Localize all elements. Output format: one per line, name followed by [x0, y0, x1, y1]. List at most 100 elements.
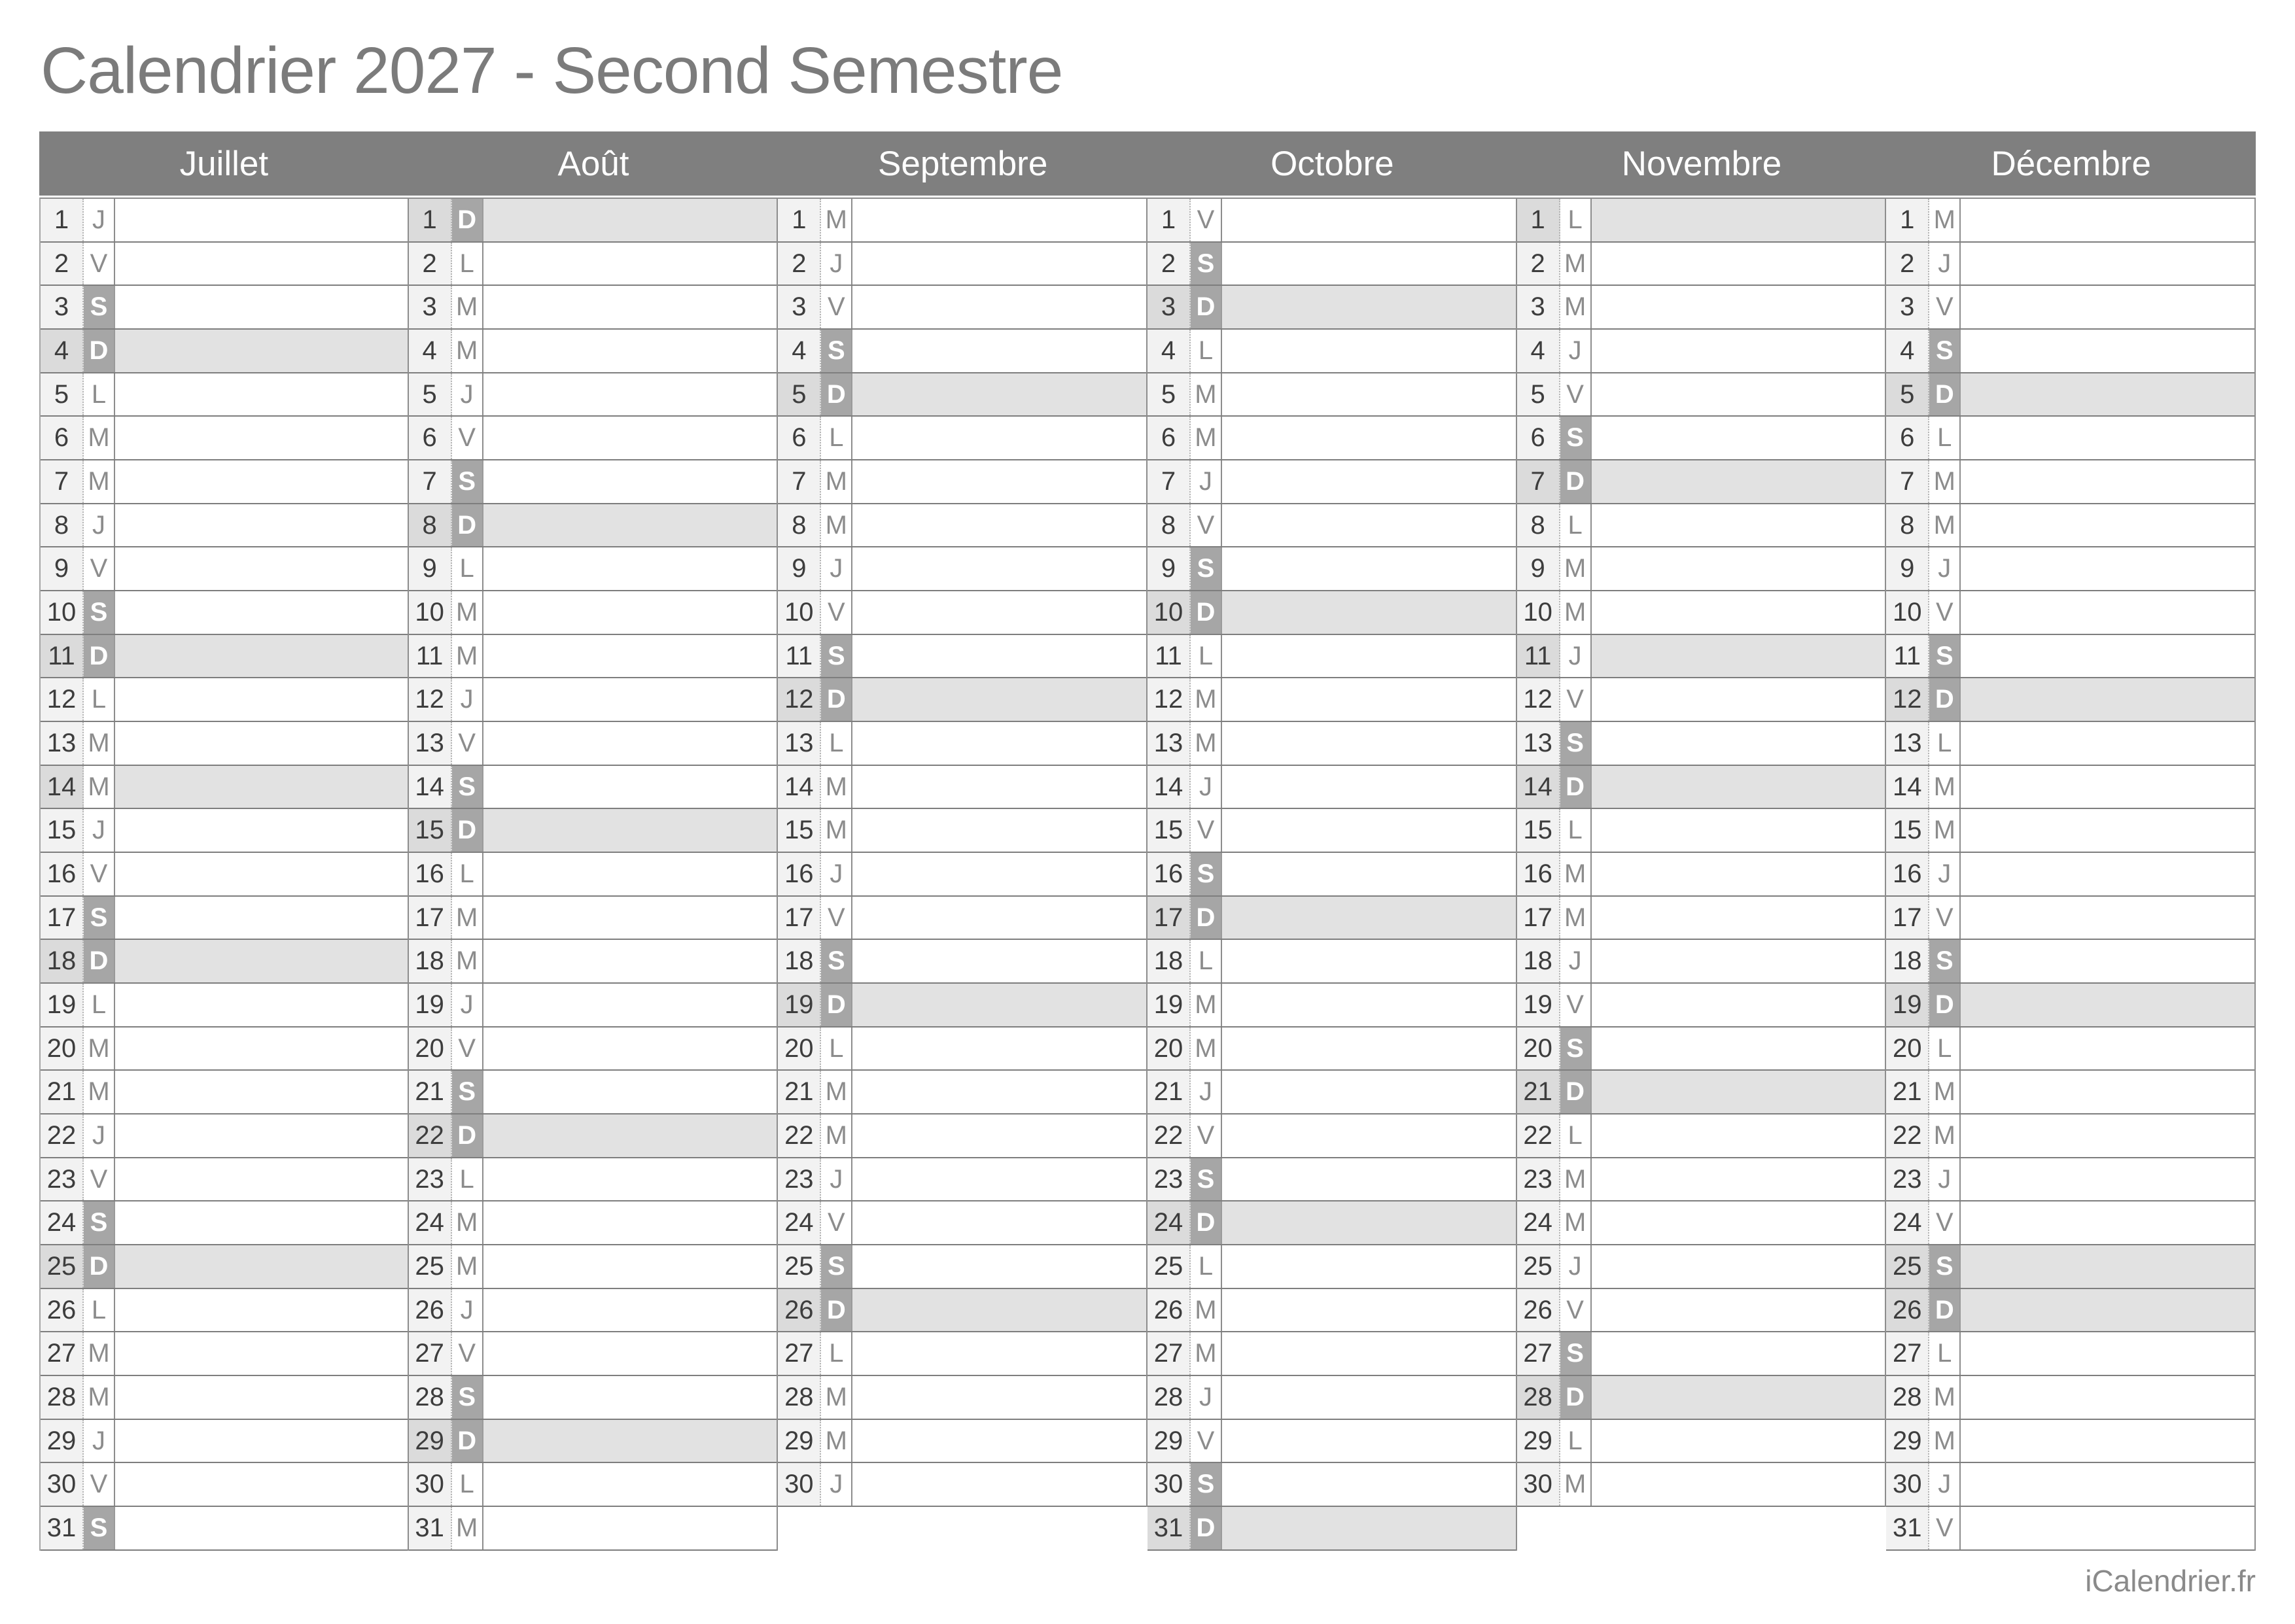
day-number: 2 — [778, 242, 822, 285]
day-row: 24 V — [778, 1201, 1146, 1246]
day-row: 16 M — [1516, 853, 1885, 897]
day-number: 4 — [778, 330, 822, 372]
day-letter: M — [1190, 984, 1222, 1026]
day-letter: L — [1929, 1027, 1961, 1070]
day-row: 10 D — [1147, 591, 1516, 635]
day-letter: M — [821, 460, 853, 503]
day-letter: J — [1560, 330, 1592, 372]
footer-brand: iCalendrier.fr — [2085, 1564, 2256, 1598]
day-number: 11 — [1147, 634, 1191, 678]
day-row: 20 S — [1516, 1027, 1885, 1071]
day-row: 15 M — [1886, 809, 2254, 854]
day-note-cell — [1591, 373, 1885, 416]
day-row: 16 V — [41, 853, 408, 897]
day-note-cell — [1221, 765, 1516, 808]
day-letter: V — [1190, 1114, 1222, 1157]
day-letter: S — [1560, 1332, 1592, 1375]
day-number: 11 — [41, 634, 84, 678]
day-row: 23 J — [1886, 1158, 2254, 1202]
month-header: Décembre — [1991, 144, 2151, 183]
day-letter: M — [451, 591, 483, 634]
day-letter: V — [1190, 1419, 1222, 1462]
day-letter: S — [821, 940, 853, 983]
day-letter: M — [1929, 199, 1961, 241]
day-note-cell — [1961, 1027, 2254, 1070]
day-letter: D — [84, 1245, 115, 1288]
day-note-cell — [1961, 504, 2254, 547]
day-number: 13 — [41, 722, 84, 765]
day-note-cell — [115, 242, 408, 285]
day-letter: S — [84, 286, 115, 329]
day-row: 11 M — [408, 634, 777, 679]
day-number: 30 — [1147, 1463, 1191, 1506]
day-note-cell — [1961, 1245, 2254, 1288]
day-letter: M — [821, 1376, 853, 1419]
day-number: 8 — [778, 504, 822, 547]
day-letter: V — [84, 1463, 115, 1506]
day-row: 11 S — [1886, 634, 2254, 679]
day-note-cell — [1961, 678, 2254, 721]
day-note-cell — [115, 286, 408, 329]
day-row: 26 V — [1516, 1288, 1885, 1333]
day-row: 23 S — [1147, 1158, 1516, 1202]
day-letter: V — [1929, 1201, 1961, 1245]
day-letter: J — [451, 373, 483, 416]
day-letter: J — [1560, 634, 1592, 678]
day-note-cell — [1591, 765, 1885, 808]
day-number: 7 — [778, 460, 822, 503]
day-number: 19 — [408, 984, 452, 1026]
day-letter: M — [1560, 1463, 1592, 1506]
day-number: 7 — [1516, 460, 1560, 503]
day-number: 28 — [778, 1376, 822, 1419]
day-letter: D — [84, 634, 115, 678]
day-number: 7 — [41, 460, 84, 503]
day-note-cell — [1961, 984, 2254, 1026]
day-row: 20 L — [1886, 1027, 2254, 1071]
day-note-cell — [1591, 940, 1885, 983]
day-note-cell — [115, 373, 408, 416]
day-number: 31 — [41, 1507, 84, 1549]
day-number: 13 — [1516, 722, 1560, 765]
day-note-cell — [852, 1463, 1146, 1506]
day-number: 18 — [1147, 940, 1191, 983]
day-row: 19 D — [1886, 984, 2254, 1028]
day-row: 11 L — [1147, 634, 1516, 679]
day-note-cell — [483, 417, 777, 460]
day-letter: D — [84, 940, 115, 983]
day-number: 6 — [1516, 417, 1560, 460]
day-letter: D — [1190, 1507, 1222, 1549]
day-number: 8 — [408, 504, 452, 547]
month-header: Septembre — [878, 144, 1048, 183]
day-row: 13 S — [1516, 722, 1885, 766]
day-number: 19 — [1147, 984, 1191, 1026]
day-letter: L — [821, 722, 853, 765]
day-letter: M — [1929, 504, 1961, 547]
month-column: 1 M 2 J 3 V 4 S 5 D 6 L 7 M 8 M 9 J 10 V 11 S 12 D 13 L 14 M 15 M 16 J 1… — [778, 198, 1148, 1508]
day-note-cell — [1961, 722, 2254, 765]
day-note-cell — [852, 634, 1146, 678]
day-row: 21 D — [1516, 1071, 1885, 1115]
day-number: 11 — [1516, 634, 1560, 678]
day-row: 10 M — [408, 591, 777, 635]
day-note-cell — [483, 460, 777, 503]
day-note-cell — [115, 984, 408, 1026]
day-row: 28 M — [778, 1376, 1146, 1420]
day-note-cell — [1961, 853, 2254, 895]
day-letter: D — [821, 984, 853, 1026]
day-number: 29 — [778, 1419, 822, 1462]
day-letter: V — [1190, 199, 1222, 241]
day-letter: S — [451, 765, 483, 808]
day-letter: S — [821, 1245, 853, 1288]
day-note-cell — [852, 1419, 1146, 1462]
day-row: 12 D — [778, 678, 1146, 723]
day-number: 30 — [41, 1463, 84, 1506]
day-note-cell — [1961, 1158, 2254, 1201]
